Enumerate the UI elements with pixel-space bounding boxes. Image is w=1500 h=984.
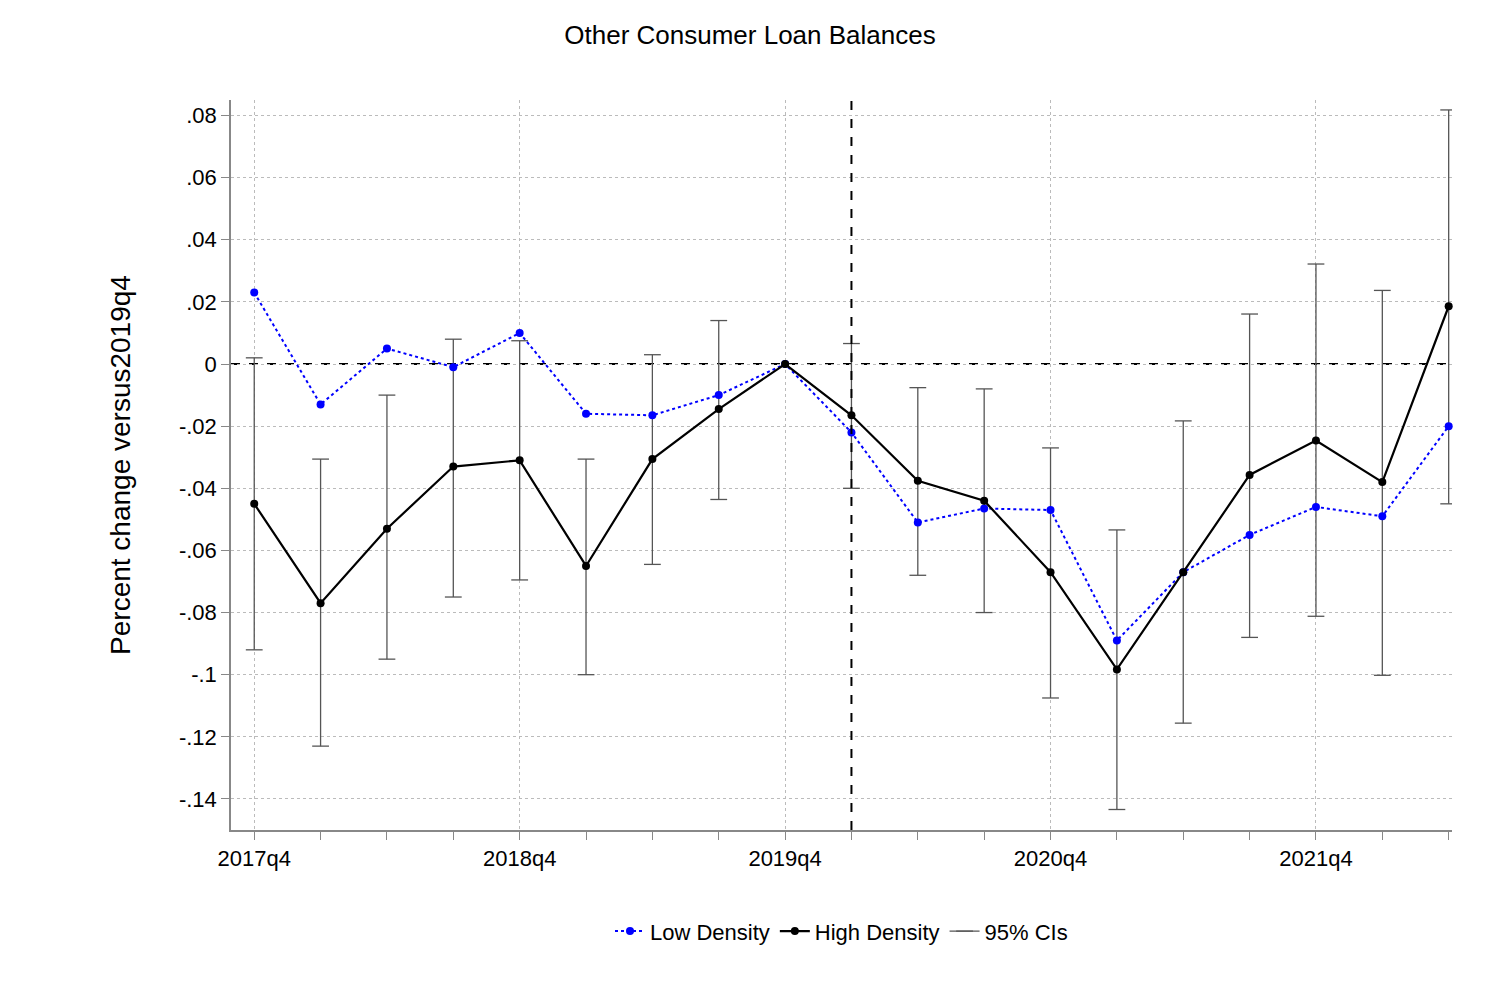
svg-text:Percent change versus2019q4: Percent change versus2019q4 <box>105 275 136 655</box>
svg-text:2018q4: 2018q4 <box>483 846 556 871</box>
svg-text:2019q4: 2019q4 <box>748 846 821 871</box>
svg-text:.06: .06 <box>186 165 217 190</box>
svg-text:.08: .08 <box>186 103 217 128</box>
svg-text:-.04: -.04 <box>179 476 217 501</box>
svg-text:-.06: -.06 <box>179 538 217 563</box>
svg-text:.04: .04 <box>186 227 217 252</box>
svg-text:2021q4: 2021q4 <box>1279 846 1352 871</box>
svg-text:-.08: -.08 <box>179 600 217 625</box>
svg-text:High Density: High Density <box>815 920 940 945</box>
svg-text:0: 0 <box>205 352 217 377</box>
svg-text:Other Consumer Loan Balances: Other Consumer Loan Balances <box>564 20 935 50</box>
svg-text:-.1: -.1 <box>191 662 217 687</box>
svg-text:2017q4: 2017q4 <box>218 846 291 871</box>
svg-text:95% CIs: 95% CIs <box>985 920 1068 945</box>
svg-text:-.02: -.02 <box>179 414 217 439</box>
svg-text:2020q4: 2020q4 <box>1014 846 1087 871</box>
svg-text:.02: .02 <box>186 290 217 315</box>
svg-text:-.14: -.14 <box>179 787 217 812</box>
svg-text:Low Density: Low Density <box>650 920 770 945</box>
svg-text:-.12: -.12 <box>179 725 217 750</box>
